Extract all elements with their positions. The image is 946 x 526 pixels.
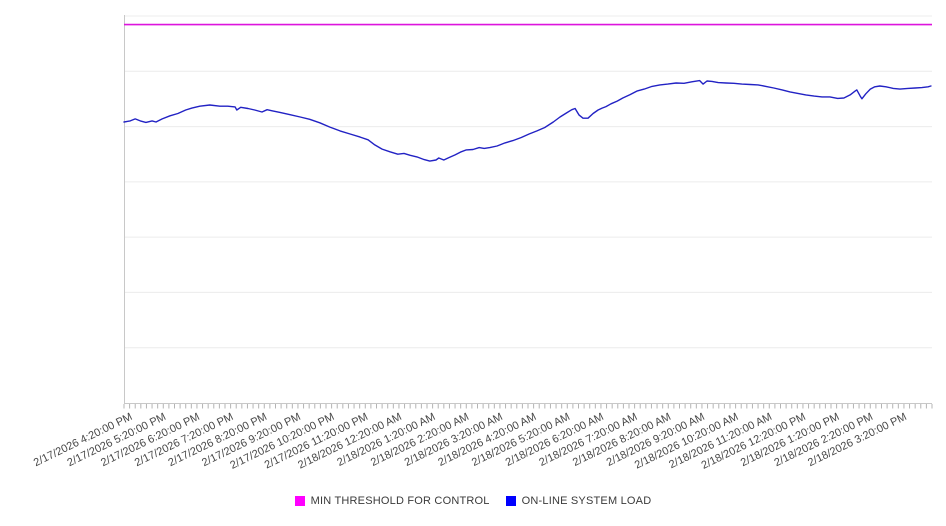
axes [124,15,932,404]
horizontal-gridlines [124,15,932,349]
load-trend-chart: 2/17/2026 4:20:00 PM2/17/2026 5:20:00 PM… [32,15,933,472]
x-minor-ticks [123,404,933,409]
legend-item-min-threshold[interactable]: MIN THRESHOLD FOR CONTROL [294,495,490,507]
online-system-load-label: ON-LINE SYSTEM LOAD [521,495,652,507]
min-threshold-label: MIN THRESHOLD FOR CONTROL [310,495,490,507]
legend-item-online-system-load[interactable]: ON-LINE SYSTEM LOAD [505,495,652,507]
chart-legend: MIN THRESHOLD FOR CONTROL ON-LINE SYSTEM… [0,495,946,507]
online-system-load-swatch [505,496,516,506]
online-system-load-line [123,79,932,162]
on-line-system-load-line [123,79,932,162]
x-axis-labels: 2/17/2026 4:20:00 PM2/17/2026 5:20:00 PM… [32,411,909,472]
min-threshold-swatch [294,496,305,506]
